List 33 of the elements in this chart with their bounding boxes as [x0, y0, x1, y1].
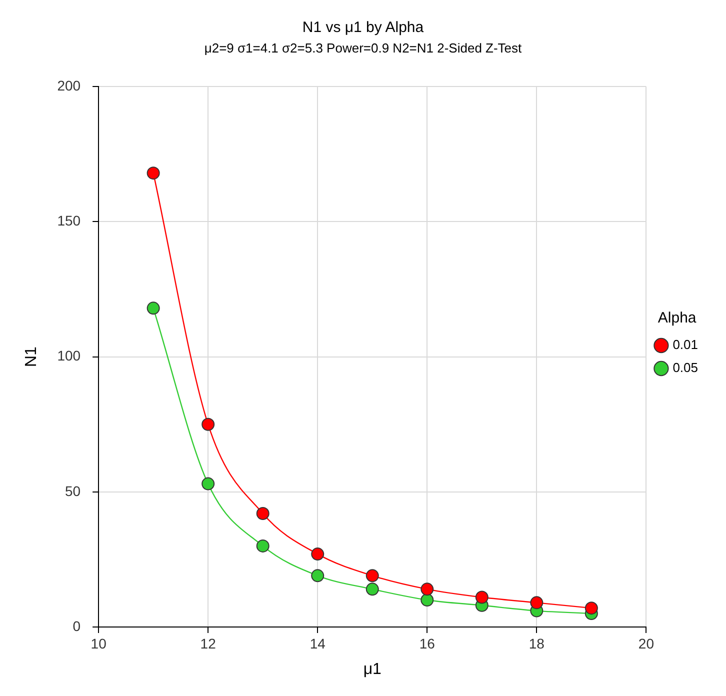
x-tick-label: 16 — [419, 635, 436, 652]
x-tick-label: 14 — [310, 635, 326, 652]
y-tick-label: 150 — [57, 212, 81, 229]
x-tick-label: 10 — [90, 635, 107, 652]
point — [530, 596, 544, 610]
y-tick-label: 200 — [57, 77, 81, 94]
chart-subtitle: μ2=9 σ1=4.1 σ2=5.3 Power=0.9 N2=N1 2-Sided Z-Test — [204, 40, 522, 56]
point — [146, 302, 160, 315]
point — [366, 569, 379, 582]
point — [202, 477, 215, 490]
x-tick-label: 20 — [638, 635, 654, 652]
x-tick-label: 18 — [528, 635, 545, 652]
point — [475, 590, 488, 604]
x-axis-title: μ1 — [363, 660, 382, 678]
point — [256, 507, 270, 520]
y-axis-title: N1 — [23, 346, 40, 368]
y-tick-label: 50 — [64, 482, 81, 499]
point — [420, 582, 434, 596]
point — [366, 582, 379, 596]
chart-title: N1 vs μ1 by Alpha — [302, 19, 424, 36]
point — [420, 593, 434, 606]
legend-title: Alpha — [658, 310, 697, 327]
point — [146, 166, 160, 180]
y-tick-label: 100 — [57, 348, 81, 364]
point — [311, 548, 324, 561]
legend-label: 0.01 — [672, 337, 698, 352]
point — [584, 602, 598, 615]
point — [256, 539, 270, 552]
legend-label: 0.05 — [672, 360, 698, 376]
point — [311, 569, 324, 582]
point — [202, 418, 215, 431]
y-tick-label: 0 — [72, 618, 81, 634]
x-tick-label: 12 — [200, 635, 216, 652]
